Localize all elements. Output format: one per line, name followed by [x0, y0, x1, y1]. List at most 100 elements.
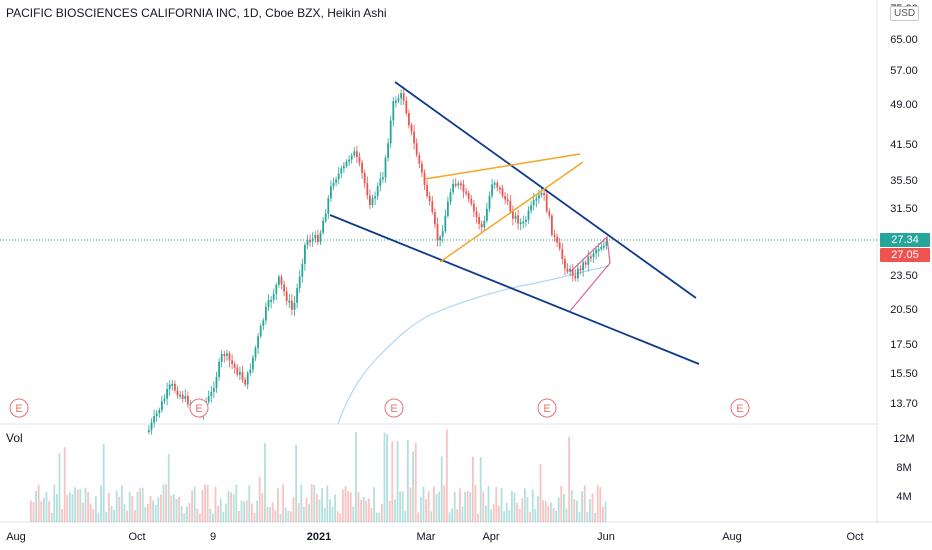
volume-bar	[110, 506, 113, 522]
candle-body	[595, 249, 597, 254]
candle-body	[311, 238, 314, 242]
candle-body	[345, 161, 348, 167]
earnings-marker[interactable]: E	[384, 398, 404, 418]
volume-bar	[160, 494, 162, 522]
candle-body	[174, 383, 176, 391]
volume-bar	[331, 506, 334, 522]
volume-bar	[321, 488, 323, 522]
earnings-marker[interactable]: E	[730, 398, 750, 418]
volume-bar	[422, 486, 425, 522]
volume-bar	[518, 508, 521, 522]
candle-body	[223, 354, 226, 357]
volume-bar	[326, 485, 329, 522]
volume-label: Vol	[6, 431, 23, 445]
candle-body	[506, 199, 509, 202]
volume-bar	[435, 494, 438, 522]
volume-bar	[264, 443, 266, 522]
volume-bar	[591, 493, 594, 522]
volume-bar	[141, 487, 144, 522]
volume-bar	[92, 508, 95, 522]
volume-bar	[570, 490, 573, 522]
candle-body	[207, 396, 210, 402]
volume-bar	[583, 485, 586, 522]
volume-bar	[557, 497, 560, 522]
candle-body	[465, 191, 467, 194]
volume-bar	[487, 485, 490, 522]
candle-body	[532, 199, 535, 206]
candle-body	[527, 210, 530, 220]
price-tick-label: 65.00	[890, 34, 918, 46]
earnings-marker-label: E	[390, 403, 397, 415]
candle-body	[327, 198, 330, 214]
volume-bar	[58, 453, 61, 522]
candle-body	[283, 284, 285, 292]
price-tick-label: 49.00	[890, 99, 918, 111]
earnings-marker[interactable]: E	[9, 398, 29, 418]
volume-bar	[443, 485, 446, 522]
volume-bar	[368, 498, 370, 522]
volume-bar	[225, 503, 227, 522]
candle-body	[226, 353, 228, 356]
currency-badge[interactable]: USD	[890, 6, 920, 21]
volume-bar	[235, 484, 238, 522]
candle-body	[148, 429, 150, 432]
candle-body	[254, 347, 257, 358]
candle-body	[366, 183, 369, 196]
volume-bar	[446, 429, 448, 522]
volume-bar	[126, 510, 128, 522]
volume-bar	[464, 491, 466, 522]
candle-body	[475, 211, 478, 217]
volume-bar	[40, 501, 43, 522]
candle-body	[330, 186, 332, 199]
volume-bar	[596, 484, 599, 522]
candle-body	[363, 172, 366, 184]
volume-bar	[394, 499, 396, 522]
volume-bar	[219, 498, 222, 522]
candle-body	[337, 173, 340, 180]
volume-bar	[357, 492, 360, 522]
candle-body	[574, 275, 577, 279]
volume-bar	[482, 491, 485, 522]
candle-body	[288, 300, 291, 303]
candle-body	[171, 383, 174, 386]
volume-bar	[602, 506, 604, 522]
volume-bar	[201, 489, 204, 522]
candle-body	[296, 288, 298, 303]
volume-bar	[451, 508, 453, 522]
volume-bar	[448, 512, 451, 522]
candle-body	[444, 215, 447, 232]
candle-body	[228, 353, 231, 361]
candle-body	[239, 372, 241, 375]
candle-body	[215, 376, 218, 388]
candle-body	[392, 101, 395, 121]
last-price-tag: 27.34	[880, 233, 930, 247]
volume-bar	[258, 476, 261, 522]
volume-bar	[355, 432, 357, 522]
volume-bar	[474, 485, 477, 522]
falling-wedge-lower-trendline	[329, 214, 700, 365]
volume-bar	[63, 447, 66, 522]
time-tick-label: Mar	[417, 531, 436, 543]
candle-body	[376, 186, 379, 197]
volume-bar	[581, 491, 583, 522]
volume-bar	[121, 485, 123, 522]
volume-bar	[407, 439, 409, 522]
earnings-marker[interactable]: E	[189, 398, 209, 418]
candle-body	[291, 300, 293, 310]
candle-body	[298, 276, 301, 289]
volume-bar	[290, 511, 292, 522]
candle-body	[522, 221, 525, 224]
earnings-marker[interactable]: E	[537, 398, 557, 418]
volume-bar	[115, 490, 118, 522]
candle-body	[543, 192, 545, 195]
candle-body	[488, 195, 491, 209]
volume-bar	[537, 496, 539, 522]
candle-body	[213, 387, 215, 392]
channel-lower-line	[439, 161, 584, 263]
volume-tick-label: 4M	[896, 491, 911, 503]
candle-body	[512, 211, 514, 219]
volume-bar	[147, 503, 149, 522]
candle-body	[280, 276, 283, 285]
